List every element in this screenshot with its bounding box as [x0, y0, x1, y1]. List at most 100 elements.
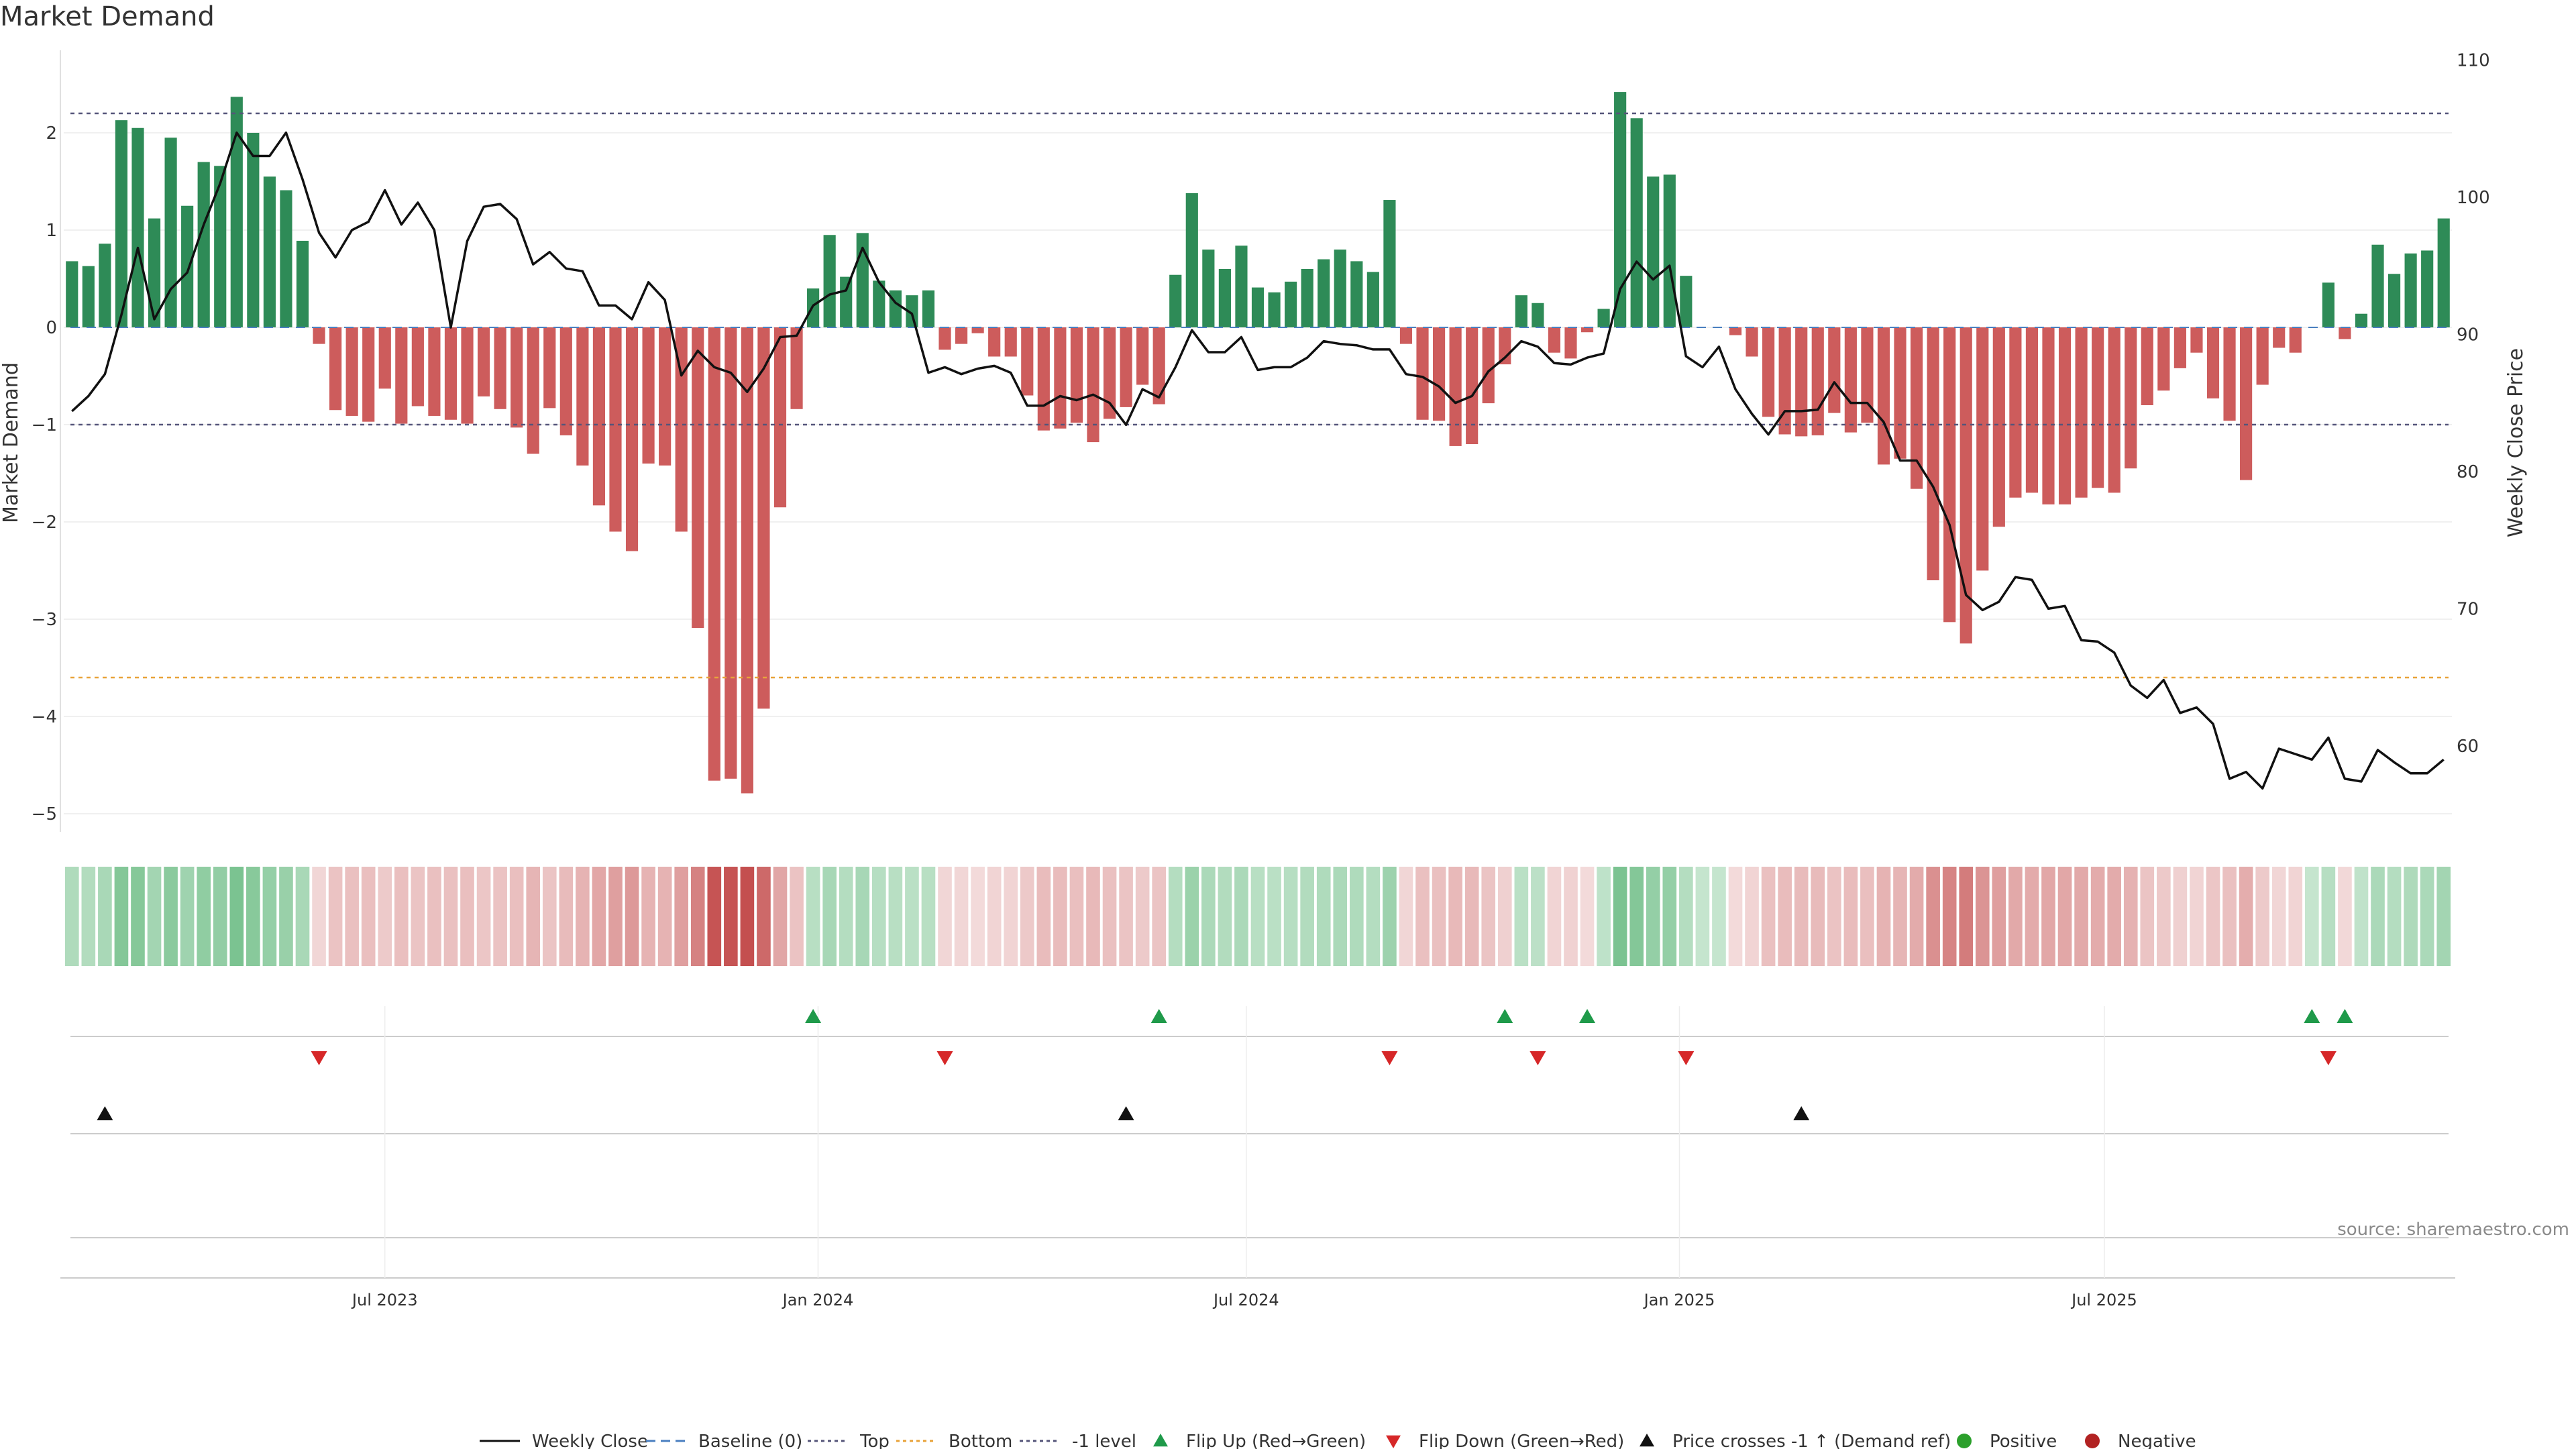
demand-bar	[197, 162, 210, 327]
demand-bar	[1301, 269, 1313, 327]
demand-bar	[428, 327, 441, 416]
demand-bar	[1318, 259, 1330, 327]
heat-strip-cell	[1004, 867, 1018, 966]
demand-bar	[2190, 327, 2203, 353]
flip-up-marker	[2337, 1009, 2353, 1023]
heat-strip-cell	[2436, 867, 2451, 966]
heat-strip-cell	[674, 867, 689, 966]
heat-strip-cell	[98, 867, 112, 966]
demand-bar	[840, 276, 853, 327]
flip-down-marker	[936, 1051, 953, 1065]
heat-strip-cell	[1695, 867, 1710, 966]
demand-bar	[675, 327, 688, 532]
heat-strip-cell	[592, 867, 606, 966]
demand-bar	[1399, 327, 1413, 344]
heat-strip-cell	[576, 867, 590, 966]
heat-strip-cell	[1300, 867, 1314, 966]
demand-bar	[66, 261, 78, 327]
heat-strip-cell	[509, 867, 524, 966]
demand-bar	[1383, 200, 1396, 327]
demand-bar	[2437, 218, 2450, 327]
demand-bar	[1992, 327, 2005, 527]
legend-label-bottom: Bottom	[949, 1432, 1012, 1449]
heat-strip-cell	[2057, 867, 2072, 966]
heat-strip-cell	[2107, 867, 2122, 966]
legend-label-flip_down: Flip Down (Green→Red)	[1419, 1432, 1624, 1449]
heat-strip-cell	[657, 867, 672, 966]
legend-label-negative: Negative	[2118, 1432, 2196, 1449]
heat-strip-cell	[871, 867, 886, 966]
heat-strip-cell	[131, 867, 145, 966]
heat-strip-cell	[1860, 867, 1874, 966]
heat-strip-cell	[1827, 867, 1841, 966]
flip-down-marker	[2320, 1051, 2337, 1065]
demand-bar	[1861, 327, 1874, 423]
demand-bar	[1251, 287, 1265, 327]
heat-strip-cell	[312, 867, 326, 966]
heat-strip-cell	[1613, 867, 1627, 966]
demand-bar	[625, 327, 639, 551]
demand-bar	[2125, 327, 2137, 469]
demand-bar	[823, 235, 836, 327]
demand-bar	[773, 327, 787, 508]
demand-bar	[2157, 327, 2170, 391]
demand-bar	[757, 327, 770, 709]
heat-strip-cell	[707, 867, 722, 966]
demand-bar	[362, 327, 375, 422]
demand-bar	[1136, 327, 1149, 385]
heat-strip-cell	[1646, 867, 1660, 966]
heat-strip-cell	[1778, 867, 1792, 966]
demand-bar	[1729, 327, 1742, 335]
heat-strip-cell	[987, 867, 1002, 966]
demand-bar	[1054, 327, 1067, 429]
heat-strip-cell	[213, 867, 227, 966]
demand-bar	[1087, 327, 1099, 443]
demand-bar	[280, 190, 292, 327]
heat-strip-cell	[2090, 867, 2105, 966]
demand-bar	[2421, 250, 2434, 327]
demand-bar	[2404, 253, 2417, 327]
heat-strip-cell	[2140, 867, 2155, 966]
demand-bar	[214, 166, 227, 327]
demand-bar	[1680, 276, 1693, 327]
demand-bar	[2289, 327, 2302, 353]
demand-bar	[263, 176, 276, 327]
heat-strip-cell	[938, 867, 952, 966]
heat-strip-cell	[328, 867, 343, 966]
flip-up-marker	[1150, 1009, 1167, 1023]
heat-strip-cell	[1316, 867, 1331, 966]
heat-strip-cell	[279, 867, 293, 966]
demand-bar	[1120, 327, 1132, 407]
flip-up-marker	[805, 1009, 822, 1023]
heat-strip-cell	[724, 867, 738, 966]
demand-bar	[131, 127, 144, 327]
heat-strip-cell	[1564, 867, 1578, 966]
demand-bar	[1218, 269, 1231, 327]
heat-strip-cell	[1218, 867, 1232, 966]
demand-bar	[1910, 327, 1923, 489]
left-axis-title: Market Demand	[0, 362, 23, 523]
x-tick-label: Jul 2025	[2070, 1291, 2137, 1309]
heat-strip-cell	[443, 867, 458, 966]
heat-strip-cell	[2190, 867, 2204, 966]
heat-strip-cell	[2025, 867, 2039, 966]
demand-bar	[2174, 327, 2186, 368]
demand-bar	[115, 120, 128, 327]
demand-bar	[1811, 327, 1824, 435]
left-tick-label: 0	[46, 318, 57, 338]
demand-bar	[906, 295, 918, 327]
heat-strip-cell	[790, 867, 804, 966]
demand-bar	[1350, 261, 1363, 327]
demand-bar	[2371, 244, 2384, 327]
demand-bar	[2075, 327, 2088, 498]
flip-up-marker	[1497, 1009, 1513, 1023]
heat-strip-cell	[2123, 867, 2138, 966]
demand-bar	[164, 138, 177, 327]
demand-bar	[1647, 176, 1660, 327]
heat-strip-cell	[64, 867, 79, 966]
demand-bar	[2355, 313, 2368, 327]
heat-strip-cell	[1448, 867, 1462, 966]
legend-swatch-cross	[1640, 1434, 1654, 1447]
legend-label-positive: Positive	[1990, 1432, 2057, 1449]
